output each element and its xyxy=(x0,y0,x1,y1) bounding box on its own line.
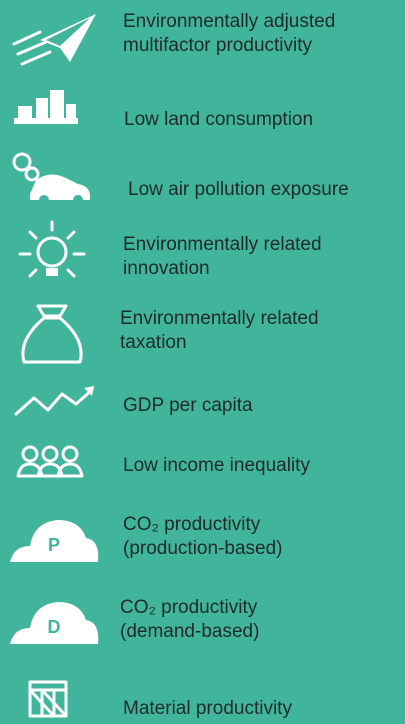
icon-bag xyxy=(21,304,83,364)
item-label: (production-based) xyxy=(123,538,282,559)
item-label: Environmentally adjusted xyxy=(123,11,335,32)
icon-buildings xyxy=(14,90,78,124)
icon-plane xyxy=(12,14,96,66)
item-label: Low air pollution exposure xyxy=(128,179,349,200)
icon-crate xyxy=(28,680,68,718)
item-label: Material productivity xyxy=(123,698,292,719)
icon-letter: P xyxy=(48,535,60,555)
icon-bulb xyxy=(18,220,86,278)
icon-letter: D xyxy=(48,617,61,637)
item-label: CO₂ productivity xyxy=(120,597,258,618)
icon-cloud-p: P xyxy=(10,520,99,562)
item-label: innovation xyxy=(123,258,210,279)
item-label: Low income inequality xyxy=(123,455,310,476)
item-label: multifactor productivity xyxy=(123,35,313,56)
icon-car xyxy=(12,152,90,205)
item-label: Environmentally related xyxy=(123,234,322,255)
item-label: Low land consumption xyxy=(124,109,313,130)
icon-people xyxy=(16,445,84,478)
item-label: GDP per capita xyxy=(123,395,253,416)
item-label: taxation xyxy=(120,332,187,353)
icon-growth xyxy=(14,386,94,416)
icon-cloud-d: D xyxy=(10,602,99,644)
item-label: Environmentally related xyxy=(120,308,319,329)
item-label: CO₂ productivity xyxy=(123,514,261,535)
item-label: (demand-based) xyxy=(120,621,259,642)
